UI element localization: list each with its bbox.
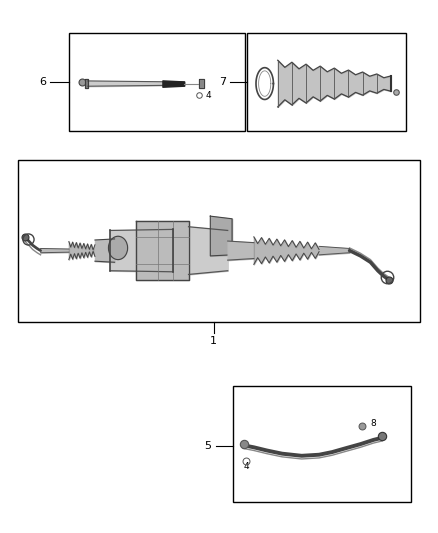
Bar bbox=[69, 33, 245, 131]
Text: 1: 1 bbox=[210, 336, 217, 346]
Circle shape bbox=[109, 236, 127, 260]
Bar bbox=[18, 160, 420, 322]
Text: 6: 6 bbox=[39, 77, 46, 87]
Text: 8: 8 bbox=[371, 419, 376, 429]
Polygon shape bbox=[85, 79, 88, 88]
Text: 4: 4 bbox=[243, 463, 249, 471]
Bar bbox=[247, 33, 406, 131]
Text: 5: 5 bbox=[205, 441, 212, 451]
Polygon shape bbox=[199, 79, 204, 88]
Text: 7: 7 bbox=[219, 77, 226, 87]
Text: 4: 4 bbox=[205, 91, 211, 100]
Bar bbox=[233, 386, 411, 503]
